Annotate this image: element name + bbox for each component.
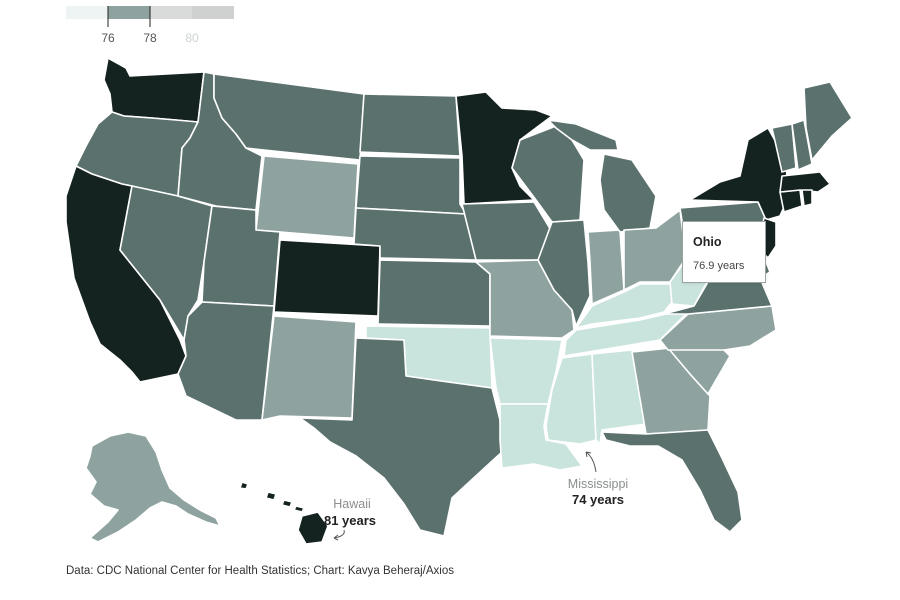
state-massachusetts[interactable] bbox=[779, 171, 831, 193]
state-texas[interactable] bbox=[299, 337, 503, 537]
legend-swatch-highest bbox=[192, 6, 234, 19]
legend-swatch-76-78 bbox=[108, 6, 150, 19]
state-iowa[interactable] bbox=[461, 201, 553, 261]
state-washington[interactable] bbox=[103, 57, 205, 123]
state-colorado[interactable] bbox=[273, 239, 381, 317]
state-louisiana[interactable] bbox=[499, 403, 583, 471]
state-north-dakota[interactable] bbox=[359, 93, 461, 157]
state-tooltip: Ohio 76.9 years bbox=[682, 221, 766, 283]
mississippi-leader-line bbox=[585, 451, 597, 473]
legend-swatch-78-80 bbox=[150, 6, 192, 19]
state-new-hampshire[interactable] bbox=[791, 119, 813, 171]
hawaii-annotation-value: 81 years bbox=[323, 513, 377, 528]
state-rhode-island[interactable] bbox=[801, 189, 813, 207]
legend-swatch-lowest bbox=[66, 6, 108, 19]
state-michigan[interactable] bbox=[599, 153, 657, 233]
tooltip-state-name: Ohio bbox=[693, 235, 722, 249]
state-alaska[interactable] bbox=[85, 431, 221, 543]
hawaii-leader-line bbox=[333, 529, 345, 539]
state-maine[interactable] bbox=[803, 81, 853, 161]
state-wyoming[interactable] bbox=[255, 155, 359, 239]
source-credit: Data: CDC National Center for Health Sta… bbox=[66, 565, 454, 577]
state-hawaii[interactable] bbox=[239, 481, 329, 545]
state-vermont[interactable] bbox=[771, 123, 797, 173]
state-alabama[interactable] bbox=[591, 349, 647, 445]
state-michigan-upper[interactable] bbox=[547, 119, 619, 151]
legend-label-76: 76 bbox=[101, 31, 115, 45]
mississippi-annotation-name: Mississippi bbox=[567, 477, 629, 491]
state-arizona[interactable] bbox=[177, 301, 275, 421]
hawaii-annotation-name: Hawaii bbox=[333, 497, 371, 511]
legend-scale bbox=[66, 6, 234, 27]
state-illinois[interactable] bbox=[537, 219, 591, 327]
mississippi-leader-arrow bbox=[585, 451, 592, 458]
tooltip-value: 76.9 years bbox=[693, 260, 745, 272]
legend-label-80: 80 bbox=[185, 31, 199, 45]
state-south-dakota[interactable] bbox=[355, 155, 467, 215]
hawaii-leader-arrow bbox=[333, 534, 339, 541]
mississippi-annotation-value: 74 years bbox=[571, 492, 625, 507]
state-new-mexico[interactable] bbox=[261, 315, 357, 421]
state-indiana[interactable] bbox=[587, 229, 625, 305]
state-kansas[interactable] bbox=[377, 259, 491, 327]
state-connecticut[interactable] bbox=[779, 189, 803, 213]
legend-label-78: 78 bbox=[143, 31, 157, 45]
state-florida[interactable] bbox=[601, 429, 743, 533]
